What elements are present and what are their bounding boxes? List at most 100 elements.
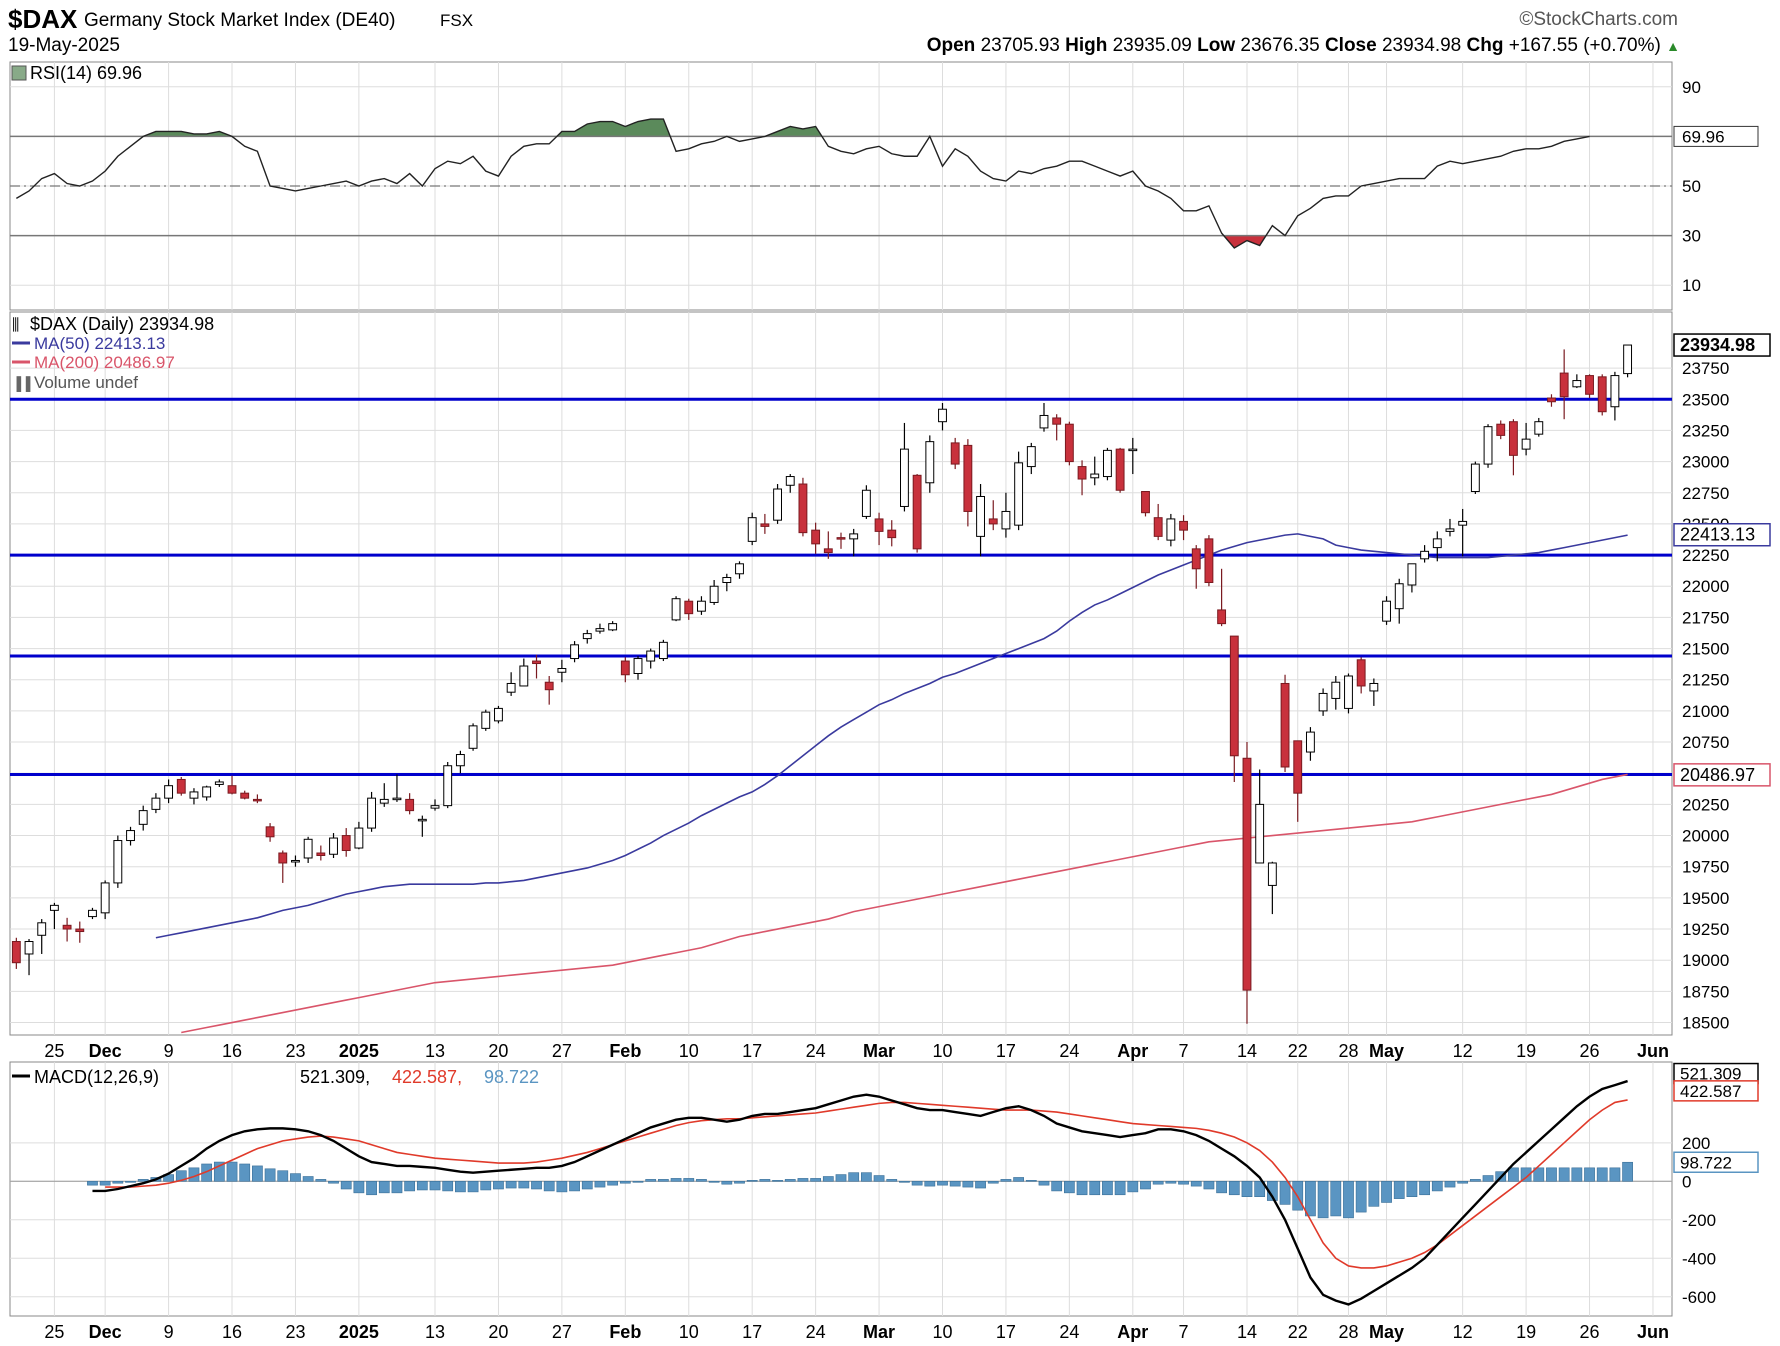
candle [49, 902, 59, 930]
macd-x-tick-label: 22 [1288, 1322, 1308, 1342]
macd-signal-line [105, 1099, 1628, 1269]
candle-body [138, 810, 148, 825]
candle-body [1445, 528, 1455, 532]
candle [760, 513, 770, 534]
price-tick-label: 23750 [1682, 359, 1729, 378]
price-x-tick-label: 9 [164, 1041, 174, 1061]
price-tick-label: 19250 [1682, 920, 1729, 939]
candle-body [646, 650, 656, 662]
candle [417, 815, 427, 837]
ma50-legend-text: MA(50) 22413.13 [34, 334, 165, 353]
macd-histogram-bar [125, 1181, 136, 1183]
candle-body [1356, 659, 1366, 687]
macd-histogram-bar [366, 1181, 377, 1196]
candle [709, 580, 719, 605]
candle-body [557, 668, 567, 673]
macd-histogram-bar [772, 1180, 783, 1182]
candle-body [785, 476, 795, 486]
macd-histogram-bar [1520, 1167, 1532, 1182]
macd-x-tick-label: 12 [1453, 1322, 1473, 1342]
rsi-tick-label: 10 [1682, 276, 1701, 295]
candle-body [506, 682, 516, 693]
macd-histogram-bar [937, 1181, 948, 1186]
candle-body [49, 904, 59, 911]
candle-body [900, 448, 909, 507]
candle-body [735, 563, 744, 575]
candle-body [1052, 417, 1062, 425]
candle [1483, 424, 1493, 468]
candle [506, 672, 516, 696]
rsi-value-tag-text: 69.96 [1682, 127, 1725, 146]
macd-histogram-bar [619, 1181, 631, 1184]
macd-x-tick-label: 2025 [339, 1322, 379, 1342]
candle-body [176, 778, 186, 794]
candle-body [1458, 520, 1468, 526]
candle [379, 783, 389, 807]
candle-body [100, 882, 110, 914]
candle [240, 790, 250, 800]
candle-body [392, 797, 402, 801]
macd-legend-signal-value: 422.587, [392, 1067, 462, 1087]
macd-line [92, 1079, 1628, 1306]
candle-body [620, 660, 630, 676]
candle-body [811, 529, 821, 545]
candle-body [151, 797, 161, 810]
candle [11, 937, 21, 969]
macd-histogram-bar [1178, 1181, 1189, 1185]
macd-histogram-bar [239, 1163, 251, 1182]
price-tick-label: 19750 [1682, 858, 1729, 877]
candle-body [1128, 448, 1138, 452]
candle-body [925, 441, 935, 484]
candle [658, 639, 668, 662]
candle-body [164, 785, 174, 799]
macd-histogram-bar [328, 1181, 339, 1184]
macd-histogram-bar [391, 1181, 403, 1194]
candle-body [316, 852, 326, 856]
candle-body [1597, 376, 1607, 413]
macd-histogram-bar [1457, 1181, 1469, 1184]
macd-histogram-bar [1063, 1181, 1075, 1194]
candle-body [1293, 740, 1303, 794]
macd-histogram-bar [1622, 1161, 1633, 1182]
macd-histogram-bar [99, 1181, 111, 1186]
macd-tick-label: -200 [1682, 1211, 1716, 1230]
candle [836, 532, 846, 549]
candle [887, 520, 897, 547]
macd-histogram-bar [175, 1170, 187, 1182]
candle [138, 805, 148, 831]
macd-histogram-bar [1203, 1181, 1215, 1190]
macd-histogram-bar [1152, 1181, 1164, 1185]
candle [874, 512, 884, 546]
candle [1242, 742, 1252, 1024]
macd-histogram-bar [721, 1181, 733, 1185]
macd-histogram-bar [1254, 1181, 1266, 1197]
candle [354, 821, 364, 850]
signal-value-tag-text: 422.587 [1680, 1082, 1741, 1101]
candle [151, 793, 161, 814]
candle [798, 477, 808, 537]
candle [1597, 374, 1607, 416]
rsi-tick-label: 90 [1682, 78, 1701, 97]
macd-legend-hist-value: 98.722 [484, 1067, 539, 1087]
macd-histogram-bar [1114, 1181, 1126, 1196]
candle-body [1026, 446, 1036, 468]
candle [1305, 727, 1315, 761]
price-tick-label: 18500 [1682, 1014, 1729, 1033]
price-x-tick-label: 12 [1453, 1041, 1473, 1061]
candle [976, 484, 985, 557]
candle-body [1001, 510, 1011, 530]
price-tick-label: 23250 [1682, 421, 1729, 440]
candle-body [1255, 803, 1265, 864]
macd-histogram-bar [1381, 1181, 1392, 1203]
price-x-tick-label: 10 [932, 1041, 952, 1061]
macd-histogram-bar [252, 1165, 263, 1182]
candle-body [1394, 583, 1404, 610]
candle-body [455, 754, 465, 767]
macd-x-tick-label: Feb [609, 1322, 641, 1342]
macd-histogram-bar [404, 1181, 416, 1192]
candle [265, 823, 275, 842]
price-x-tick-label: 20 [488, 1041, 508, 1061]
ma200-value-tag-text: 20486.97 [1680, 765, 1755, 785]
macd-histogram-bar [1241, 1181, 1253, 1197]
macd-x-tick-label: Jun [1637, 1322, 1669, 1342]
